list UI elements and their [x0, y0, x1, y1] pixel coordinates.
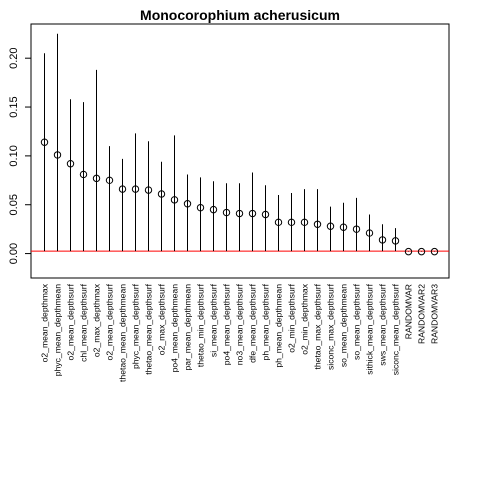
x-tick-label: siconc_mean_depthsurf [391, 283, 401, 375]
x-tick-label: o2_mean_depthsurf [105, 283, 115, 360]
x-tick-label: thetao_mean_depthmean [118, 284, 128, 382]
data-point [365, 229, 374, 237]
data-point [105, 176, 114, 185]
data-point [157, 190, 166, 198]
x-tick-label: ph_mean_depthmean [274, 284, 284, 368]
chart-title: Monocorophium acherusicum [140, 7, 340, 23]
y-tick-label: 0.10 [8, 145, 20, 166]
x-tick-label: sws_mean_depthsurf [378, 283, 388, 365]
x-tick-label: thetao_min_depthsurf [196, 283, 206, 367]
x-tick-label: o2_min_depthmax [300, 283, 310, 354]
x-tick-label: par_mean_depthmean [183, 284, 193, 371]
data-point [352, 225, 361, 233]
x-tick-label: o2_max_depthsurf [157, 283, 167, 355]
data-point [183, 200, 192, 208]
data-point [378, 236, 387, 244]
data-point [222, 208, 231, 217]
data-point [391, 237, 400, 245]
y-axis: 0.00 0.05 0.10 0.15 0.20 [8, 47, 31, 264]
data-point [287, 218, 296, 227]
x-tick-label: o2_mean_depthsurf [66, 283, 76, 360]
data-point [248, 209, 257, 218]
whiskers-group [44, 33, 435, 252]
x-tick-label: thetao_mean_depthsurf [144, 283, 154, 374]
data-point [274, 218, 283, 227]
data-point [261, 210, 270, 219]
x-tick-label: po4_mean_depthsurf [222, 283, 232, 365]
x-tick-label: dfe_mean_depthsurf [248, 283, 258, 362]
x-tick-label: RANDOMVAR2 [417, 284, 427, 344]
plot-frame [30, 23, 450, 279]
x-tick-label: phyc_mean_depthmean [53, 284, 63, 376]
data-point [326, 222, 335, 230]
x-labels-group: o2_mean_depthmax phyc_mean_depthmean o2_me… [40, 283, 440, 382]
x-tick-label: chl_mean_depthsurf [79, 283, 89, 361]
data-point [300, 218, 309, 227]
x-tick-label: o2_min_depthsurf [287, 283, 297, 352]
x-tick-label: ph_mean_depthsurf [261, 283, 271, 360]
x-tick-label: sithick_mean_depthsurf [365, 283, 375, 374]
y-tick-label: 0.15 [8, 96, 20, 117]
x-tick-label: si_mean_depthsurf [209, 283, 219, 357]
data-point [40, 138, 49, 146]
points-group [40, 138, 439, 256]
data-point [92, 174, 101, 183]
data-point [170, 196, 179, 204]
data-point [339, 223, 348, 231]
data-point [417, 247, 426, 256]
x-tick-label: po4_mean_depthmean [170, 284, 180, 373]
data-point [313, 220, 322, 228]
data-point [131, 185, 140, 193]
x-tick-label: no3_mean_depthsurf [235, 283, 245, 365]
x-tick-label: o2_mean_depthmax [40, 283, 50, 362]
data-point [430, 247, 439, 256]
x-tick-label: so_mean_depthsurf [352, 283, 362, 360]
x-tick-label: siconc_max_depthsurf [326, 283, 336, 370]
data-point [209, 205, 218, 214]
data-point [196, 203, 205, 212]
y-tick-label: 0.00 [8, 243, 20, 264]
x-tick-label: RANDOMVAR [404, 284, 414, 339]
x-tick-label: so_mean_depthmean [339, 284, 349, 367]
x-tick-label: o2_max_depthmax [92, 283, 102, 357]
x-tick-label: thetao_max_depthsurf [313, 283, 323, 369]
data-point [66, 160, 75, 168]
data-point [79, 170, 88, 179]
data-point [144, 186, 153, 194]
x-tick-label: RANDOMVAR3 [430, 284, 440, 344]
data-point [235, 209, 244, 218]
data-point [53, 151, 62, 159]
y-tick-label: 0.05 [8, 194, 20, 215]
y-tick-label: 0.20 [8, 47, 20, 68]
data-point [404, 247, 413, 256]
data-point [118, 185, 127, 193]
x-tick-label: phyc_mean_depthsurf [131, 283, 141, 369]
